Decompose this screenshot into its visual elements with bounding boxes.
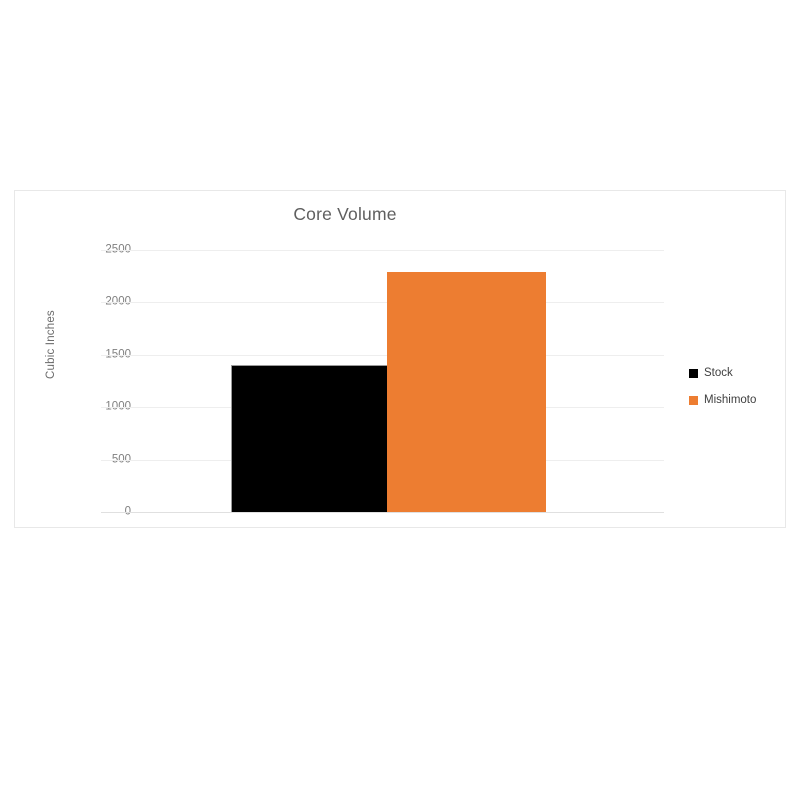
legend-label: Stock bbox=[704, 366, 733, 379]
gridline bbox=[101, 512, 664, 513]
plot-area bbox=[101, 250, 664, 513]
y-axis-tick-label: 2500 bbox=[11, 244, 131, 256]
y-axis-tick-label: 1000 bbox=[11, 401, 131, 413]
gridline bbox=[101, 302, 664, 304]
y-axis-tick-label: 500 bbox=[11, 453, 131, 466]
chart-container: Core Volume Cubic Inches 2500 2000 1500 100… bbox=[14, 190, 786, 528]
bar-stock[interactable] bbox=[231, 365, 387, 512]
bar-mishimoto[interactable] bbox=[387, 272, 546, 512]
y-axis-title: Cubic Inches bbox=[45, 310, 57, 379]
legend-swatch-icon bbox=[689, 369, 698, 378]
gridline bbox=[101, 354, 664, 356]
legend-swatch-icon bbox=[689, 396, 698, 405]
chart-legend: Stock Mishimoto bbox=[689, 360, 756, 414]
y-axis-tick-label: 0 bbox=[11, 506, 131, 518]
y-axis-tick-label: 2000 bbox=[11, 296, 131, 309]
legend-item-mishimoto[interactable]: Mishimoto bbox=[689, 387, 756, 414]
legend-label: Mishimoto bbox=[704, 393, 757, 406]
chart-title: Core Volume bbox=[293, 204, 397, 224]
legend-item-stock[interactable]: Stock bbox=[689, 360, 756, 387]
y-axis-tick-label: 1500 bbox=[11, 349, 131, 361]
gridline bbox=[101, 250, 664, 251]
